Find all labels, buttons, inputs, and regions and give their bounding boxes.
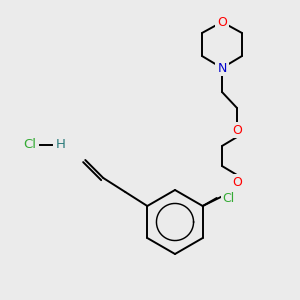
Text: O: O bbox=[232, 176, 242, 188]
Text: N: N bbox=[217, 61, 227, 74]
Text: Cl: Cl bbox=[23, 139, 37, 152]
Text: H: H bbox=[56, 139, 66, 152]
Text: O: O bbox=[232, 124, 242, 136]
Text: Cl: Cl bbox=[223, 191, 235, 205]
Text: O: O bbox=[217, 16, 227, 28]
